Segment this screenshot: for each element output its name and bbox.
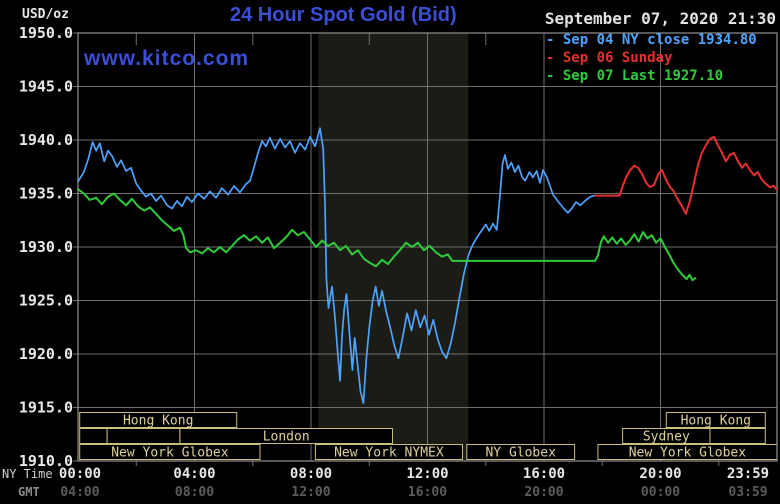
x-tick-label-ny: 23:59 bbox=[727, 466, 769, 482]
session-box bbox=[179, 428, 393, 444]
x-tick-label-gmt: 12:00 bbox=[291, 485, 330, 500]
y-tick-label: 1925.0 bbox=[19, 292, 73, 310]
x-tick-label-ny: 08:00 bbox=[290, 466, 332, 482]
kitco-watermark-logo: www.kitco.com bbox=[84, 47, 250, 70]
y-tick-label: 1910.0 bbox=[19, 452, 73, 470]
series-line-sep07 bbox=[77, 188, 697, 282]
session-label: Hong Kong bbox=[681, 414, 751, 429]
legend-label-sep06: Sep 06 Sunday bbox=[562, 50, 673, 66]
y-tick-label: 1945.0 bbox=[19, 78, 73, 96]
chart-datetime: September 07, 2020 21:30 bbox=[544, 9, 776, 28]
x-tick-label-gmt: 08:00 bbox=[175, 485, 214, 500]
x-axis-row-label-gmt: GMT bbox=[18, 485, 40, 499]
y-tick-label: 1930.0 bbox=[19, 238, 73, 256]
legend-bullet-sep04: - bbox=[546, 32, 555, 48]
x-tick-label-ny: 12:00 bbox=[406, 466, 448, 482]
legend-item-sep07: - Sep 07 Last 1927.10 bbox=[546, 67, 757, 85]
x-tick-label-ny: 16:00 bbox=[523, 466, 565, 482]
session-box bbox=[314, 444, 463, 460]
legend-bullet-sep07: - bbox=[546, 68, 555, 84]
y-tick-label: 1950.0 bbox=[19, 24, 73, 42]
legend-label-sep07: Sep 07 Last 1927.10 bbox=[562, 68, 724, 84]
session-label: New York NYMEX bbox=[334, 446, 444, 461]
session-label: New York Globex bbox=[111, 446, 229, 461]
y-tick-label: 1920.0 bbox=[19, 345, 73, 363]
x-tick-label-ny: 20:00 bbox=[639, 466, 681, 482]
session-box bbox=[79, 428, 108, 444]
x-tick-label-gmt: 16:00 bbox=[408, 485, 447, 500]
session-label: Sydney bbox=[643, 430, 690, 445]
session-box bbox=[79, 412, 238, 428]
session-box bbox=[709, 428, 766, 444]
session-box bbox=[79, 444, 261, 460]
plot-border bbox=[77, 32, 778, 462]
series-line-sep06 bbox=[594, 135, 778, 215]
chart-title: 24 Hour Spot Gold (Bid) bbox=[230, 4, 457, 26]
x-tick-label-ny: 04:00 bbox=[173, 466, 215, 482]
legend: - Sep 04 NY close 1934.80 - Sep 06 Sunda… bbox=[546, 31, 757, 85]
session-label: NY Globex bbox=[485, 446, 556, 461]
session-label: New York Globex bbox=[629, 446, 747, 461]
session-box bbox=[106, 428, 181, 444]
session-label: London bbox=[263, 430, 310, 445]
legend-bullet-sep06: - bbox=[546, 50, 555, 66]
x-tick-label-ny: 00:00 bbox=[59, 466, 101, 482]
y-tick-label: 1935.0 bbox=[19, 185, 73, 203]
y-axis-units-label: USD/oz bbox=[22, 7, 69, 22]
legend-label-sep04: Sep 04 NY close 1934.80 bbox=[562, 32, 757, 48]
legend-item-sep06: - Sep 06 Sunday bbox=[546, 49, 757, 67]
x-axis-row-label-ny-time: NY Time bbox=[2, 467, 53, 481]
x-tick-label-gmt: 04:00 bbox=[60, 485, 99, 500]
y-tick-label: 1940.0 bbox=[19, 131, 73, 149]
legend-item-sep04: - Sep 04 NY close 1934.80 bbox=[546, 31, 757, 49]
y-tick-label: 1915.0 bbox=[19, 399, 73, 417]
x-tick-label-gmt: 00:00 bbox=[641, 485, 680, 500]
x-tick-label-gmt: 20:00 bbox=[524, 485, 563, 500]
session-box bbox=[665, 412, 766, 428]
x-tick-label-gmt: 03:59 bbox=[728, 485, 767, 500]
series-line-sep04 bbox=[77, 127, 595, 405]
session-box bbox=[466, 444, 576, 460]
session-label: Hong Kong bbox=[123, 414, 193, 429]
